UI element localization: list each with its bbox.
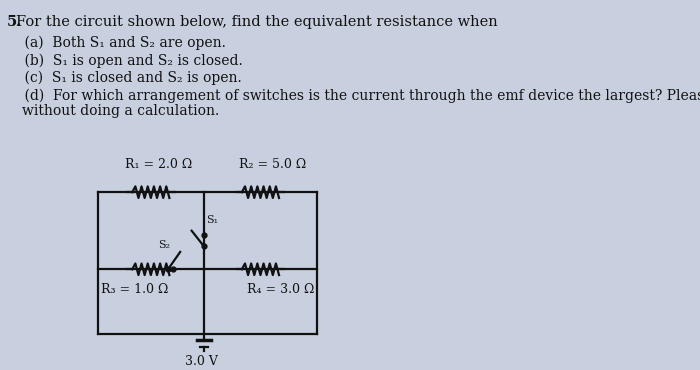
Text: S₁: S₁ bbox=[206, 215, 218, 225]
Text: without doing a calculation.: without doing a calculation. bbox=[22, 104, 219, 118]
Text: (c)  S₁ is closed and S₂ is open.: (c) S₁ is closed and S₂ is open. bbox=[7, 71, 241, 85]
Text: R₁ = 2.0 Ω: R₁ = 2.0 Ω bbox=[125, 158, 192, 171]
Text: (d)  For which arrangement of switches is the current through the emf device the: (d) For which arrangement of switches is… bbox=[7, 88, 700, 102]
Text: 3.0 V: 3.0 V bbox=[185, 355, 218, 368]
Text: (b)  S₁ is open and S₂ is closed.: (b) S₁ is open and S₂ is closed. bbox=[7, 53, 242, 68]
Text: 5.: 5. bbox=[7, 15, 22, 29]
Text: S₂: S₂ bbox=[159, 240, 171, 250]
Text: For the circuit shown below, find the equivalent resistance when: For the circuit shown below, find the eq… bbox=[16, 15, 498, 29]
Text: (a)  Both S₁ and S₂ are open.: (a) Both S₁ and S₂ are open. bbox=[7, 36, 225, 50]
Text: R₃ = 1.0 Ω: R₃ = 1.0 Ω bbox=[101, 283, 168, 296]
Text: R₄ = 3.0 Ω: R₄ = 3.0 Ω bbox=[247, 283, 314, 296]
Text: R₂ = 5.0 Ω: R₂ = 5.0 Ω bbox=[239, 158, 306, 171]
